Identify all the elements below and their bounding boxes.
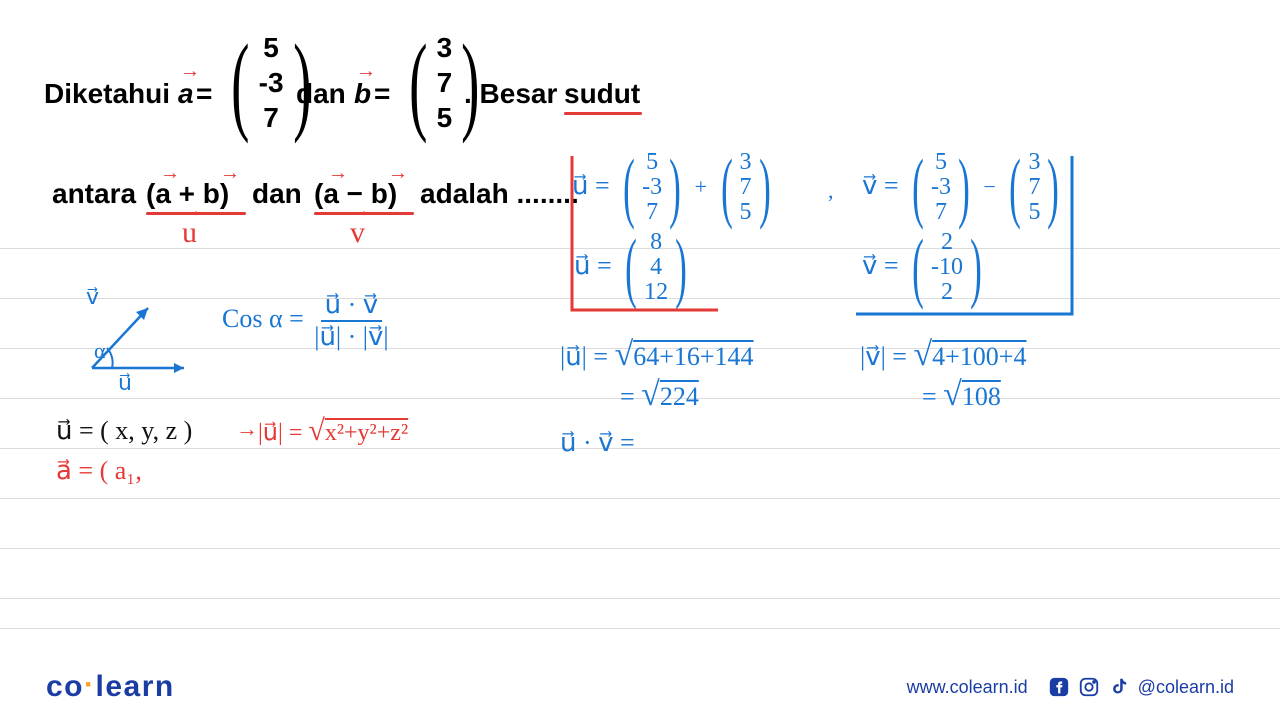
ruled-line xyxy=(0,628,1280,629)
vec-a: a xyxy=(178,78,194,110)
cos-formula: Cos α = u⃗ · v⃗ |u⃗| · |v⃗| xyxy=(222,290,393,352)
ruled-line xyxy=(0,498,1280,499)
text-besar: . Besar xyxy=(464,78,557,110)
footer-url: www.colearn.id xyxy=(907,677,1028,698)
eq2: = xyxy=(374,78,390,110)
label-v-red: v→ xyxy=(350,216,365,250)
norm-rule-rhs: |u⃗| = √x²+y²+z² xyxy=(258,414,408,448)
eq1: = xyxy=(196,78,212,110)
box-v-icon xyxy=(850,136,1150,326)
label-u-red: u→ xyxy=(182,216,197,250)
u-axis-label: u⃗ xyxy=(118,370,132,396)
footer: co·learn www.colearn.id @colearn.id xyxy=(0,654,1280,720)
instagram-icon xyxy=(1078,676,1100,698)
dot-product: u⃗ · v⃗ = xyxy=(560,428,635,458)
underline-sudut xyxy=(564,112,642,115)
a-partial: a⃗ = ( a₁, xyxy=(56,456,142,486)
ma1: -3 xyxy=(259,65,284,100)
u-norm: |u⃗| = √64+16+144 xyxy=(560,336,754,374)
ruled-line xyxy=(0,598,1280,599)
text-diketahui: Diketahui xyxy=(44,78,170,110)
mb2: 5 xyxy=(437,100,453,135)
brand-logo: co·learn xyxy=(46,670,175,704)
mb1: 7 xyxy=(437,65,453,100)
tiktok-icon xyxy=(1108,676,1130,698)
alpha-label: α xyxy=(94,338,106,364)
social-icons: @colearn.id xyxy=(1048,676,1234,698)
text-antara: antara xyxy=(52,178,136,210)
u-norm-2: = √224 xyxy=(620,376,699,414)
footer-handle: @colearn.id xyxy=(1138,677,1234,698)
vec-b: b xyxy=(354,78,371,110)
text-adalah: adalah ........ xyxy=(420,178,579,210)
ruled-line xyxy=(0,548,1280,549)
mb0: 3 xyxy=(437,30,453,65)
v-norm-2: = √108 xyxy=(922,376,1001,414)
text-dan: dan xyxy=(296,78,346,110)
ruled-line xyxy=(0,448,1280,449)
ma0: 5 xyxy=(263,30,279,65)
v-norm: |v⃗| = √4+100+4 xyxy=(860,336,1026,374)
facebook-icon xyxy=(1048,676,1070,698)
norm-rule: u⃗ = ( x, y, z ) xyxy=(56,416,192,446)
page: Diketahui → a = ( 5 -3 7 ) dan → b = ( 3… xyxy=(0,0,1280,720)
v-axis-label: v⃗ xyxy=(86,284,99,310)
arrow-implies: → xyxy=(236,416,258,442)
text-sudut: sudut xyxy=(564,78,640,110)
footer-right: www.colearn.id @colearn.id xyxy=(907,676,1234,698)
ma2: 7 xyxy=(263,100,279,135)
text-dan2: dan xyxy=(252,178,302,210)
